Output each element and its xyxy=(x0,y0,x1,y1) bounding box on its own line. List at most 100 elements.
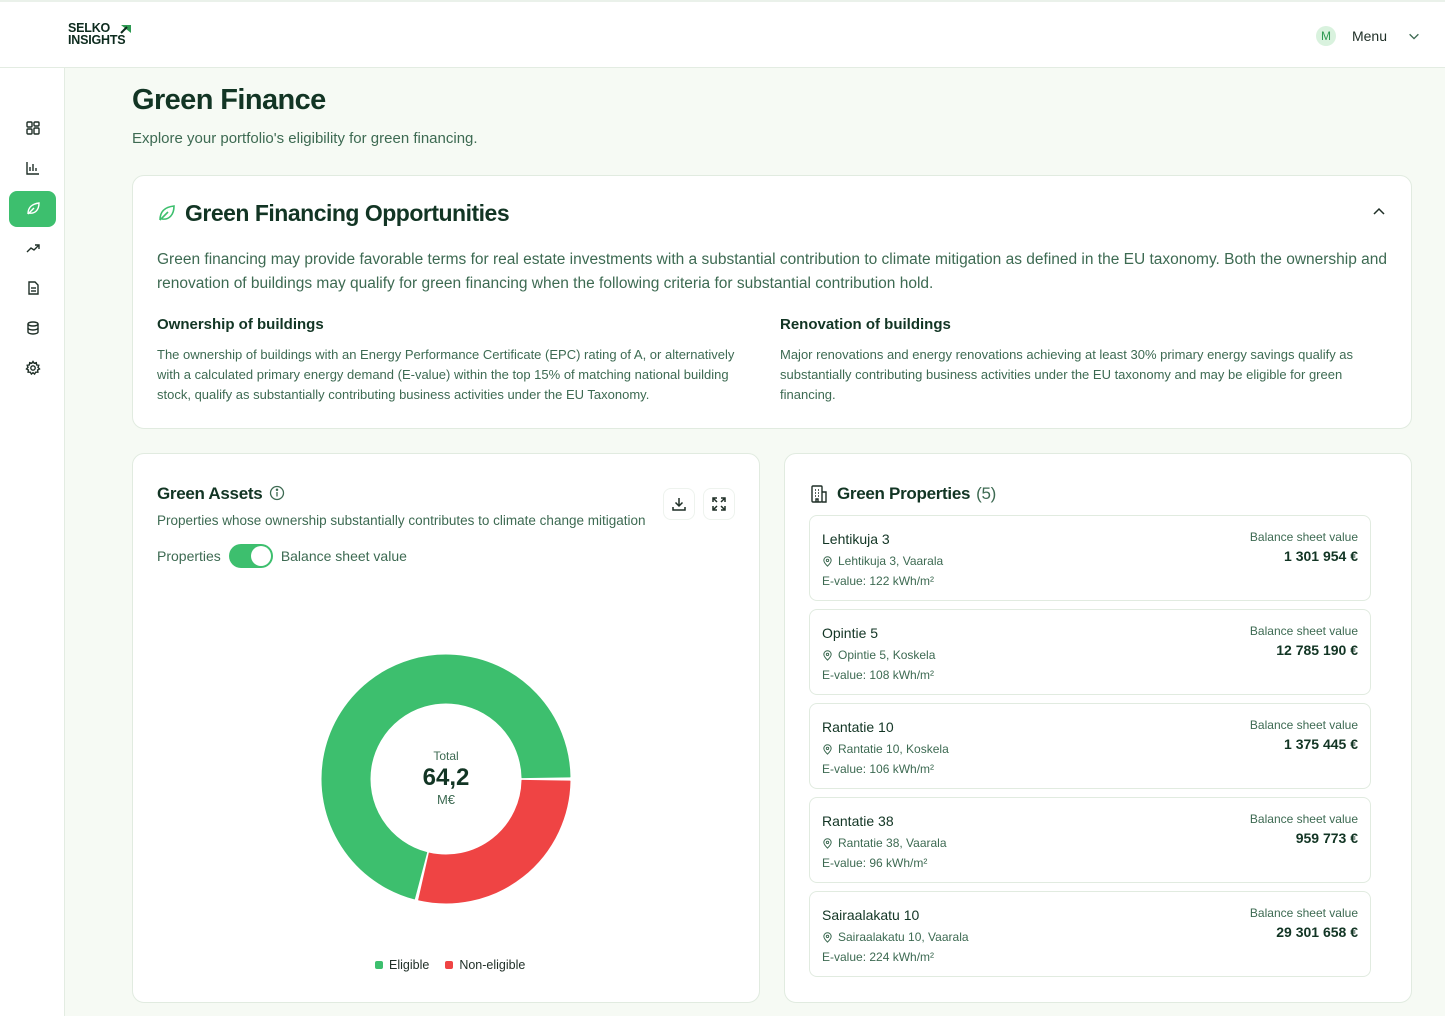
balance-sheet-label: Balance sheet value xyxy=(1249,812,1358,826)
location-pin-icon xyxy=(823,555,832,567)
bar-chart-icon xyxy=(25,162,39,175)
toggle-knob xyxy=(250,546,271,566)
balance-sheet-value: 1 375 445 € xyxy=(1284,736,1358,752)
property-address-text: Sairaalakatu 10, Vaarala xyxy=(838,930,969,944)
selko-logo[interactable]: SELKO INSIGHTS xyxy=(68,22,131,47)
chevron-down-icon[interactable] xyxy=(1407,29,1421,43)
expand-button[interactable] xyxy=(703,488,735,520)
dashboard-icon xyxy=(25,121,40,135)
ownership-text: The ownership of buildings with an Energ… xyxy=(157,347,735,402)
green-assets-card: Green Assets Properties whose ownership … xyxy=(132,453,760,1003)
balance-sheet-label: Balance sheet value xyxy=(1249,906,1358,920)
property-card[interactable]: Opintie 5 Opintie 5, Koskela E-value: 10… xyxy=(809,609,1371,695)
green-properties-title: Green Properties (5) xyxy=(837,484,996,504)
balance-sheet-label: Balance sheet value xyxy=(1249,718,1358,732)
balance-sheet-value: 959 773 € xyxy=(1295,830,1358,846)
donut-slice-non-eligible[interactable] xyxy=(418,779,571,904)
green-properties-card: Green Properties (5) Lehtikuja 3 Lehtikuj… xyxy=(784,453,1412,1003)
leaf-icon xyxy=(26,202,40,215)
property-address: Rantatie 38, Vaarala xyxy=(822,836,947,850)
property-address-text: Opintie 5, Koskela xyxy=(838,648,936,662)
location-pin-icon xyxy=(823,743,832,755)
property-evalue: E-value: 96 kWh/m² xyxy=(822,856,928,870)
legend-item-non-eligible[interactable]: Non-eligible xyxy=(445,958,525,972)
renovation-text: Major renovations and energy renovations… xyxy=(780,347,1354,402)
legend-label-non-eligible: Non-eligible xyxy=(459,958,526,972)
donut-total-unit: M€ xyxy=(437,792,456,807)
green-financing-opportunities-card: Green Financing Opportunities Green fina… xyxy=(132,175,1412,429)
property-name: Sairaalakatu 10 xyxy=(822,907,920,923)
nav-green-finance[interactable] xyxy=(9,191,56,227)
balance-sheet-label: Balance sheet value xyxy=(1249,624,1358,638)
chart-legend: Eligible Non-eligible xyxy=(375,958,525,972)
menu-label[interactable]: Menu xyxy=(1351,28,1387,44)
property-address: Opintie 5, Koskela xyxy=(822,648,935,662)
property-address-text: Lehtikuja 3, Vaarala xyxy=(838,554,944,568)
property-address-text: Rantatie 38, Vaarala xyxy=(838,836,947,850)
database-icon xyxy=(26,321,39,335)
legend-label-eligible: Eligible xyxy=(389,958,430,972)
property-address: Lehtikuja 3, Vaarala xyxy=(822,554,943,568)
nav-analytics[interactable] xyxy=(9,150,56,186)
balance-sheet-value: 12 785 190 € xyxy=(1276,642,1358,658)
document-icon xyxy=(27,281,39,295)
avatar[interactable]: M xyxy=(1315,26,1336,46)
balance-sheet-label: Balance sheet value xyxy=(1249,530,1358,544)
green-properties-count: (5) xyxy=(976,484,997,503)
donut-total-label: Total xyxy=(433,749,458,763)
legend-swatch-eligible xyxy=(375,961,383,969)
sidebar xyxy=(0,68,65,1016)
view-toggle[interactable] xyxy=(228,544,273,568)
leaf-icon xyxy=(159,205,175,221)
opportunities-intro: Green financing may provide favorable te… xyxy=(157,251,1388,292)
legend-item-eligible[interactable]: Eligible xyxy=(375,958,429,972)
property-name: Rantatie 38 xyxy=(822,813,894,829)
page-subtitle: Explore your portfolio's eligibility for… xyxy=(132,130,478,147)
logo-line-2: INSIGHTS xyxy=(68,33,126,47)
renovation-title: Renovation of buildings xyxy=(780,316,951,333)
property-card[interactable]: Rantatie 10 Rantatie 10, Koskela E-value… xyxy=(809,703,1371,789)
download-icon xyxy=(672,498,686,511)
property-address: Sairaalakatu 10, Vaarala xyxy=(822,930,969,944)
balance-sheet-value: 29 301 658 € xyxy=(1276,924,1358,940)
donut-slice-eligible[interactable] xyxy=(321,654,571,900)
ownership-title: Ownership of buildings xyxy=(157,316,324,333)
property-address-text: Rantatie 10, Koskela xyxy=(838,742,949,756)
chevron-up-icon[interactable] xyxy=(1371,204,1387,220)
logo-arrow-icon xyxy=(120,25,131,34)
balance-sheet-value: 1 301 954 € xyxy=(1284,548,1358,564)
property-card[interactable]: Sairaalakatu 10 Sairaalakatu 10, Vaarala… xyxy=(809,891,1371,977)
trending-up-icon xyxy=(26,244,40,253)
expand-icon xyxy=(712,497,726,511)
nav-data[interactable] xyxy=(9,310,56,346)
location-pin-icon xyxy=(823,837,832,849)
toggle-label-balance: Balance sheet value xyxy=(280,548,407,564)
nav-dashboard[interactable] xyxy=(9,110,56,146)
nav-trends[interactable] xyxy=(9,230,56,266)
location-pin-icon xyxy=(823,649,832,661)
property-evalue: E-value: 108 kWh/m² xyxy=(822,668,935,682)
property-card[interactable]: Lehtikuja 3 Lehtikuja 3, Vaarala E-value… xyxy=(809,515,1371,601)
property-evalue: E-value: 224 kWh/m² xyxy=(822,950,935,964)
page-title: Green Finance xyxy=(132,84,326,116)
property-card[interactable]: Rantatie 38 Rantatie 38, Vaarala E-value… xyxy=(809,797,1371,883)
green-assets-subtitle: Properties whose ownership substantially… xyxy=(157,513,646,528)
building-icon xyxy=(811,485,827,503)
settings-icon xyxy=(24,360,41,376)
green-assets-donut-chart: Total 64,2 M€ xyxy=(321,654,571,904)
donut-total-value: 64,2 xyxy=(423,764,470,791)
info-icon[interactable] xyxy=(269,485,285,501)
location-pin-icon xyxy=(823,931,832,943)
property-name: Opintie 5 xyxy=(822,625,879,641)
opportunities-title: Green Financing Opportunities xyxy=(185,200,510,226)
property-name: Lehtikuja 3 xyxy=(822,531,890,547)
nav-reports[interactable] xyxy=(9,270,56,306)
property-address: Rantatie 10, Koskela xyxy=(822,742,949,756)
property-evalue: E-value: 106 kWh/m² xyxy=(822,762,935,776)
green-properties-title-text: Green Properties xyxy=(837,484,971,503)
nav-settings[interactable] xyxy=(9,350,56,386)
legend-swatch-non-eligible xyxy=(445,961,454,969)
download-button[interactable] xyxy=(663,488,695,520)
green-assets-title: Green Assets xyxy=(157,484,263,503)
user-menu[interactable]: M Menu xyxy=(1315,26,1421,46)
